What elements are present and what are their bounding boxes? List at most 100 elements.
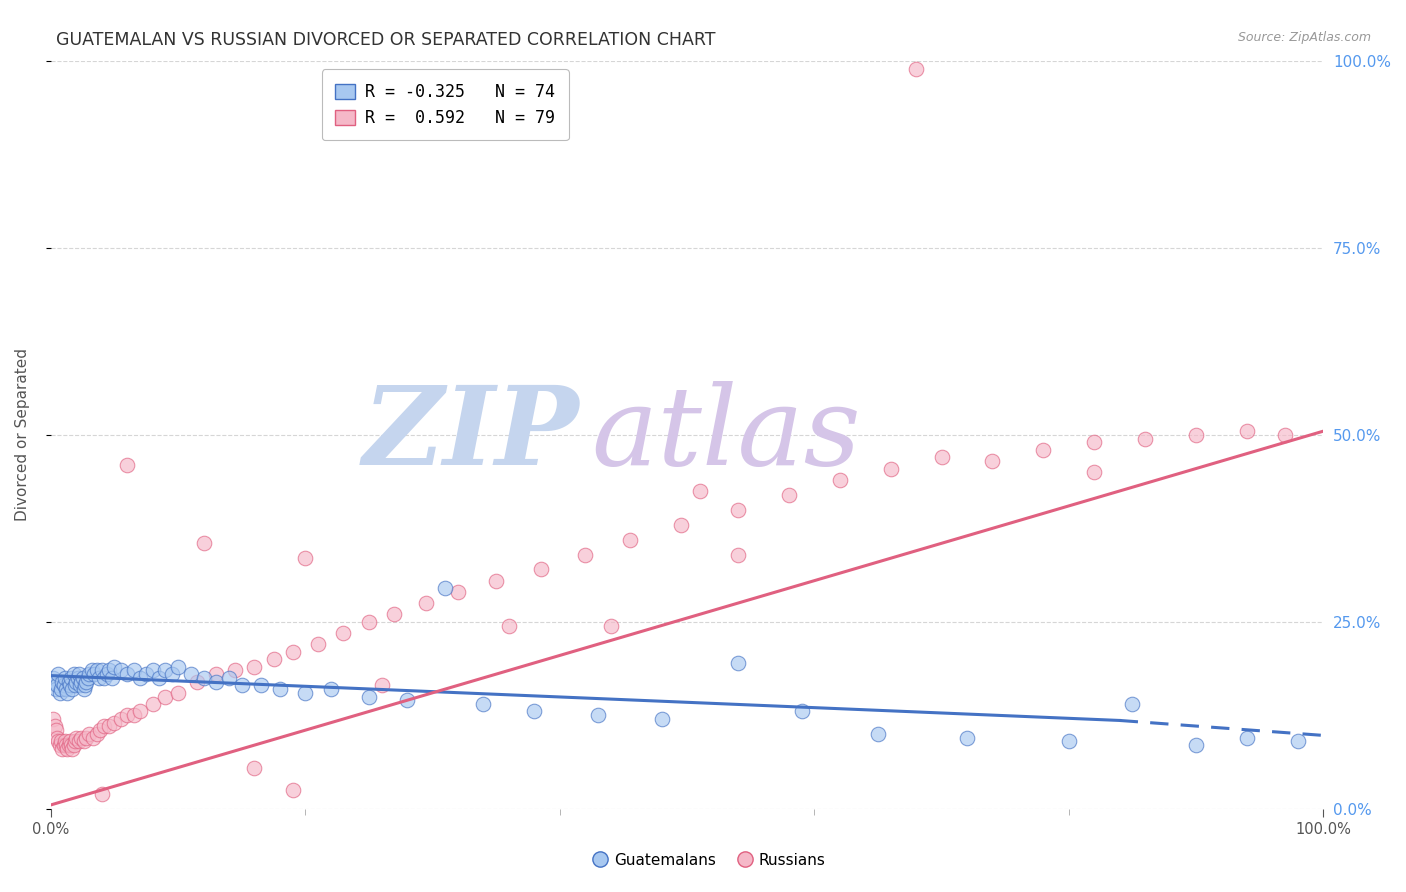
Point bbox=[82, 731, 104, 745]
Point bbox=[45, 681, 67, 696]
Point bbox=[69, 678, 91, 692]
Point bbox=[58, 738, 80, 752]
Point bbox=[56, 742, 79, 756]
Point bbox=[370, 678, 392, 692]
Point bbox=[434, 581, 457, 595]
Point bbox=[86, 727, 108, 741]
Point bbox=[472, 697, 495, 711]
Point bbox=[103, 659, 125, 673]
Point bbox=[931, 450, 953, 465]
Point bbox=[447, 585, 470, 599]
Point bbox=[586, 708, 609, 723]
Point bbox=[167, 659, 190, 673]
Point bbox=[90, 664, 112, 678]
Point bbox=[689, 483, 711, 498]
Point bbox=[65, 731, 87, 745]
Point bbox=[243, 760, 266, 774]
Point bbox=[51, 742, 73, 756]
Point bbox=[115, 708, 138, 723]
Point bbox=[48, 738, 70, 752]
Point bbox=[129, 671, 152, 685]
Point bbox=[599, 618, 621, 632]
Point bbox=[62, 681, 84, 696]
Point bbox=[62, 742, 84, 756]
Point bbox=[44, 674, 66, 689]
Point bbox=[55, 681, 77, 696]
Text: GUATEMALAN VS RUSSIAN DIVORCED OR SEPARATED CORRELATION CHART: GUATEMALAN VS RUSSIAN DIVORCED OR SEPARA… bbox=[56, 31, 716, 49]
Point bbox=[142, 664, 165, 678]
Point bbox=[319, 681, 342, 696]
Point bbox=[294, 551, 316, 566]
Legend: Guatemalans, Russians: Guatemalans, Russians bbox=[588, 847, 832, 873]
Point bbox=[60, 738, 83, 752]
Point bbox=[249, 678, 271, 692]
Point bbox=[67, 734, 90, 748]
Point bbox=[1121, 697, 1143, 711]
Point bbox=[73, 681, 96, 696]
Point bbox=[56, 686, 79, 700]
Point bbox=[243, 659, 266, 673]
Point bbox=[98, 664, 121, 678]
Point bbox=[155, 664, 177, 678]
Point bbox=[142, 697, 165, 711]
Point bbox=[357, 690, 380, 704]
Point bbox=[75, 678, 97, 692]
Point bbox=[263, 652, 285, 666]
Point bbox=[115, 667, 138, 681]
Point bbox=[115, 458, 138, 472]
Point bbox=[103, 715, 125, 730]
Point bbox=[415, 596, 437, 610]
Point bbox=[45, 723, 67, 738]
Point bbox=[86, 664, 108, 678]
Point bbox=[67, 667, 90, 681]
Point bbox=[101, 671, 124, 685]
Point bbox=[62, 667, 84, 681]
Point bbox=[49, 681, 72, 696]
Point bbox=[62, 738, 84, 752]
Point bbox=[384, 607, 406, 622]
Point bbox=[42, 671, 65, 685]
Point bbox=[1133, 432, 1156, 446]
Point bbox=[48, 667, 70, 681]
Point bbox=[122, 708, 145, 723]
Point bbox=[90, 787, 112, 801]
Point bbox=[110, 712, 132, 726]
Point bbox=[218, 671, 240, 685]
Point bbox=[727, 548, 749, 562]
Text: atlas: atlas bbox=[592, 381, 862, 489]
Point bbox=[110, 664, 132, 678]
Point bbox=[651, 712, 673, 726]
Point bbox=[59, 734, 82, 748]
Point bbox=[224, 664, 246, 678]
Text: ZIP: ZIP bbox=[363, 381, 579, 489]
Point bbox=[186, 674, 208, 689]
Point bbox=[574, 548, 596, 562]
Point bbox=[1286, 734, 1309, 748]
Point bbox=[93, 719, 115, 733]
Point bbox=[77, 667, 100, 681]
Point bbox=[70, 731, 93, 745]
Point bbox=[828, 473, 851, 487]
Point bbox=[193, 536, 215, 550]
Point bbox=[53, 734, 76, 748]
Point bbox=[52, 678, 75, 692]
Point bbox=[49, 734, 72, 748]
Point bbox=[269, 681, 291, 696]
Point bbox=[619, 533, 641, 547]
Point bbox=[485, 574, 508, 588]
Point bbox=[59, 678, 82, 692]
Point bbox=[1057, 734, 1080, 748]
Point bbox=[281, 645, 304, 659]
Point bbox=[96, 667, 118, 681]
Point bbox=[48, 686, 70, 700]
Point bbox=[956, 731, 979, 745]
Point bbox=[60, 671, 83, 685]
Point bbox=[48, 734, 70, 748]
Point bbox=[55, 738, 77, 752]
Point bbox=[205, 667, 228, 681]
Y-axis label: Divorced or Separated: Divorced or Separated bbox=[15, 349, 30, 522]
Point bbox=[193, 671, 215, 685]
Point bbox=[281, 783, 304, 797]
Point bbox=[42, 712, 65, 726]
Point bbox=[1274, 428, 1296, 442]
